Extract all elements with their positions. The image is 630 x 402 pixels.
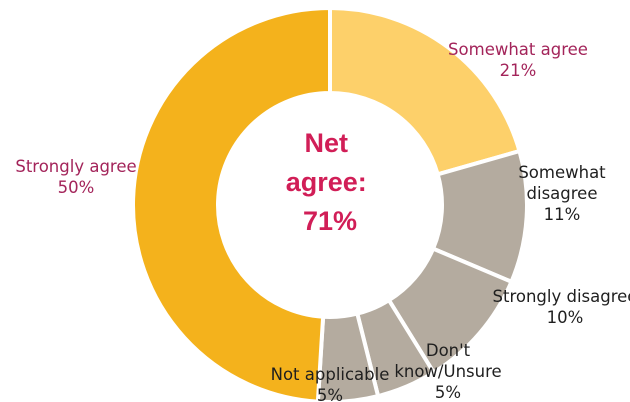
slice-value-5: 5% xyxy=(317,386,343,402)
slice-name-5: Not applicable xyxy=(271,365,390,384)
slice-label-3: Strongly disagree 10% xyxy=(493,287,630,327)
slice-label-1: Somewhat agree 21% xyxy=(448,40,588,80)
slice-name-3: Strongly disagree xyxy=(493,287,630,306)
center-line-1: Net xyxy=(304,128,348,158)
slice-value-2: 11% xyxy=(544,205,581,224)
center-line-2: agree: xyxy=(286,167,367,197)
center-line-3: 71% xyxy=(303,206,357,236)
slice-name-2: disagree xyxy=(527,184,598,203)
slice-label-5: Not applicable 5% xyxy=(271,365,390,402)
slice-name-4: know/Unsure xyxy=(394,362,501,381)
slice-value-4: 5% xyxy=(435,383,461,402)
slice-label-2: Somewhat disagree 11% xyxy=(518,163,606,224)
slice-value-6: 50% xyxy=(58,178,95,197)
slice-name-6: Strongly agree xyxy=(15,157,136,176)
slice-value-1: 21% xyxy=(500,61,537,80)
net-agree-label: Net agree: 71% xyxy=(286,128,375,236)
slice-label-6: Strongly agree 50% xyxy=(15,157,136,197)
slice-6 xyxy=(131,5,332,402)
slice-labels: Somewhat agree 21% Somewhat disagree 11% Stro… xyxy=(15,40,630,402)
slice-name-2: Somewhat xyxy=(518,163,606,182)
slice-1 xyxy=(328,5,522,177)
slice-label-4: Don't know/Unsure 5% xyxy=(394,341,501,402)
slice-name-4: Don't xyxy=(426,341,471,360)
slice-value-3: 10% xyxy=(547,308,584,327)
slice-name-1: Somewhat agree xyxy=(448,40,588,59)
